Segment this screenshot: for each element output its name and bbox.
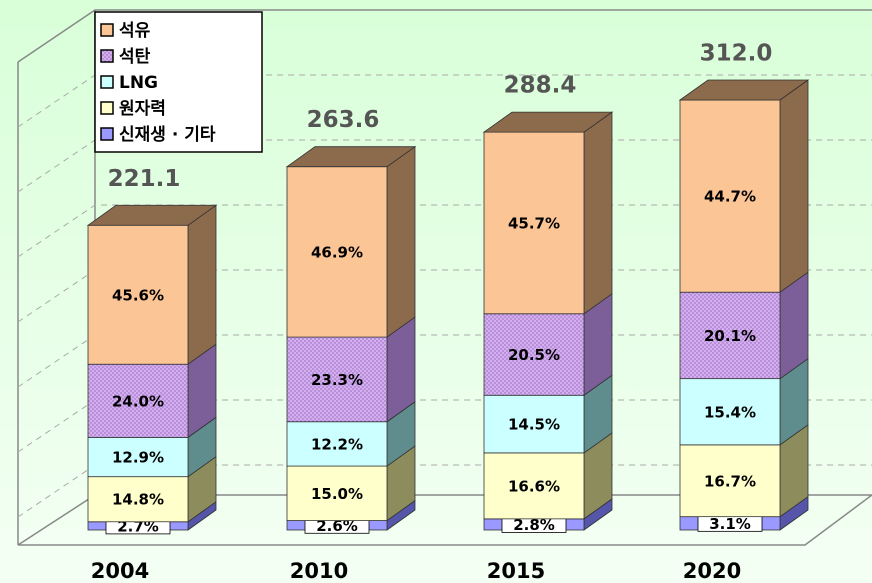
bar-segment bbox=[679, 291, 781, 380]
value-label: 12.2% bbox=[311, 435, 363, 453]
value-label: 44.7% bbox=[704, 188, 756, 206]
bar-segment bbox=[286, 166, 388, 338]
value-label: 23.3% bbox=[311, 371, 363, 389]
value-label: 14.5% bbox=[508, 416, 560, 434]
bar-top bbox=[678, 79, 810, 101]
legend-swatch bbox=[100, 23, 114, 37]
value-label: 45.6% bbox=[112, 286, 164, 304]
legend-swatch bbox=[100, 127, 114, 141]
value-label: 2.8% bbox=[513, 516, 555, 534]
value-label: 15.0% bbox=[311, 485, 363, 503]
bar-top bbox=[285, 146, 417, 168]
legend-label: 원자력 bbox=[119, 99, 166, 119]
value-label: 16.7% bbox=[704, 472, 756, 490]
bar-segment bbox=[679, 99, 781, 293]
value-label: 2.6% bbox=[316, 517, 358, 535]
bar-side bbox=[187, 204, 217, 366]
bar-segment bbox=[679, 378, 781, 446]
total-label: 221.1 bbox=[108, 166, 181, 192]
bar-segment bbox=[87, 476, 189, 523]
bar-segment bbox=[286, 421, 388, 467]
x-tick-label: 2020 bbox=[683, 559, 741, 583]
value-label: 15.4% bbox=[704, 403, 756, 421]
bar-side bbox=[583, 111, 613, 315]
bar-top bbox=[86, 204, 218, 226]
value-label: 20.1% bbox=[704, 327, 756, 345]
bar-segment bbox=[87, 436, 189, 478]
value-label: 20.5% bbox=[508, 346, 560, 364]
total-label: 312.0 bbox=[700, 41, 773, 67]
legend-swatch bbox=[100, 75, 114, 89]
bar-side bbox=[386, 145, 416, 338]
value-label: 12.9% bbox=[112, 449, 164, 467]
bar-side bbox=[779, 79, 809, 293]
legend-label: 석탄 bbox=[119, 47, 151, 67]
value-label: 16.6% bbox=[508, 477, 560, 495]
legend-label: LNG bbox=[119, 73, 158, 93]
legend-box bbox=[94, 11, 263, 153]
bar-segment bbox=[483, 313, 585, 396]
value-label: 45.7% bbox=[508, 214, 560, 232]
bar-segment bbox=[87, 224, 189, 365]
total-label: 288.4 bbox=[504, 73, 577, 99]
value-label: 46.9% bbox=[311, 243, 363, 261]
value-label: 24.0% bbox=[112, 392, 164, 410]
value-label: 3.1% bbox=[709, 515, 751, 533]
bar-segment bbox=[286, 465, 388, 521]
total-label: 263.6 bbox=[307, 107, 380, 133]
bar-segment bbox=[483, 131, 585, 315]
bar-segment bbox=[679, 444, 781, 518]
value-label: 14.8% bbox=[112, 491, 164, 509]
bar-top bbox=[482, 111, 614, 133]
legend-swatch bbox=[100, 101, 114, 115]
x-tick-label: 2004 bbox=[91, 559, 149, 583]
bar-segment bbox=[483, 452, 585, 520]
bar-segment bbox=[286, 336, 388, 423]
legend-label: 신재생 · 기타 bbox=[119, 125, 216, 145]
x-tick-label: 2010 bbox=[290, 559, 348, 583]
legend-label: 석유 bbox=[119, 21, 151, 41]
legend-swatch bbox=[100, 49, 114, 63]
bar-segment bbox=[483, 394, 585, 454]
x-tick-label: 2015 bbox=[487, 559, 545, 583]
